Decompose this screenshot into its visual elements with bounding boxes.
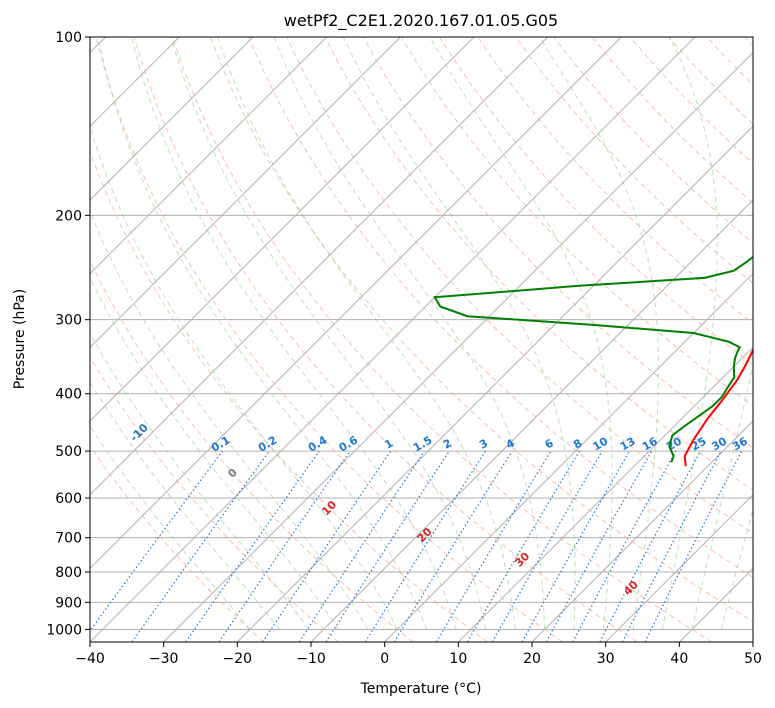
moist-adiabat-line — [429, 37, 613, 630]
mixing-ratio-line — [325, 450, 450, 642]
isotherm-line — [236, 125, 753, 642]
x-tick-label: 40 — [670, 651, 688, 667]
x-axis-label: Temperature (°C) — [360, 681, 482, 697]
isotherm-line — [90, 37, 401, 349]
isotherm-line — [531, 420, 753, 642]
isotherm-line — [90, 37, 254, 201]
isotherm-line — [90, 37, 696, 642]
dry-adiabat-line — [133, 37, 638, 642]
x-tick-label: 20 — [523, 651, 541, 667]
dry-adiabat-line — [90, 356, 339, 642]
isotherm-line — [384, 272, 753, 642]
x-tick-label: 10 — [449, 651, 467, 667]
y-tick-label: 1000 — [46, 622, 82, 638]
mixing-ratio-line — [90, 450, 223, 632]
moist-adiabat-line — [691, 363, 753, 630]
mixing-ratio-line — [262, 450, 392, 642]
x-tick-label: 50 — [744, 651, 762, 667]
dry-adiabat-line — [171, 37, 712, 642]
y-tick-label: 600 — [55, 491, 82, 507]
moist-adiabats — [90, 37, 753, 630]
mixing-ratio-line — [545, 450, 653, 642]
mixing-ratio-line — [644, 450, 743, 642]
mixing-ratio-line — [218, 450, 351, 642]
mixing-ratio-line — [521, 450, 631, 642]
dry-adiabat-line — [210, 37, 753, 623]
dewpoint-line — [433, 255, 753, 463]
x-tick-label: −40 — [75, 651, 105, 667]
mixing-ratio-line — [298, 450, 425, 642]
moist-adiabat-line — [539, 37, 660, 630]
y-tick-label: 700 — [55, 531, 82, 547]
moist-adiabat-line — [90, 125, 398, 630]
x-tick-label: −30 — [149, 651, 179, 667]
dry-adiabat-line — [95, 37, 563, 642]
data-series — [433, 255, 753, 467]
moist-adiabat-line — [273, 37, 546, 630]
dry-adiabats — [90, 37, 753, 642]
x-axis: −40 −30 −20 −10 0 10 20 30 40 50 — [75, 642, 762, 667]
moist-adiabat-line — [90, 381, 280, 630]
dry-adiabat-line — [515, 37, 753, 284]
y-axis: 1000 900 800 700 600 500 400 300 200 100 — [46, 30, 90, 638]
dry-adiabat-line — [286, 37, 753, 534]
moist-adiabat-line — [170, 37, 487, 630]
dry-adiabat-line — [248, 37, 753, 578]
moist-adiabat-line — [131, 37, 457, 630]
y-tick-label: 900 — [55, 595, 82, 611]
moist-adiabat-line — [342, 37, 576, 630]
mixing-ratio-lines — [90, 450, 743, 642]
dry-adiabat-line — [90, 259, 414, 642]
mixing-ratio-line — [131, 450, 270, 642]
isotherm-line — [605, 493, 753, 642]
y-axis-label: Pressure (hPa) — [12, 289, 28, 389]
dry-adiabat-line — [400, 37, 753, 407]
plot-frame — [89, 36, 754, 643]
isotherm-line — [90, 37, 549, 496]
moist-adiabat-line — [661, 37, 718, 630]
chart-title: wetPf2_C2E1.2020.167.01.05.G05 — [284, 11, 558, 31]
dry-adiabat-line — [90, 150, 488, 642]
temperature-line — [683, 347, 753, 467]
mixing-ratio-line — [572, 450, 677, 642]
y-tick-label: 400 — [55, 387, 82, 403]
moist-adiabat-line — [90, 425, 251, 630]
mixing-ratio-line — [185, 450, 320, 642]
isotherm-line — [90, 37, 475, 422]
isotherm-line — [90, 37, 622, 570]
x-tick-label: −10 — [296, 651, 326, 667]
moist-adiabat-line — [97, 37, 428, 630]
gridlines — [90, 37, 753, 642]
isotherm-line — [90, 37, 328, 275]
x-tick-label: −20 — [223, 651, 253, 667]
isotherm-line — [163, 51, 753, 642]
moist-adiabat-line — [90, 210, 369, 630]
mixing-ratio-line — [393, 450, 513, 642]
y-tick-label: 800 — [55, 565, 82, 581]
y-tick-label: 300 — [55, 313, 82, 329]
dry-adiabat-line — [90, 445, 264, 642]
y-tick-label: 500 — [55, 444, 82, 460]
isotherm-line — [457, 346, 753, 642]
y-tick-label: 100 — [55, 30, 82, 46]
x-tick-label: 30 — [597, 651, 615, 667]
y-tick-label: 200 — [55, 208, 82, 224]
x-tick-label: 0 — [380, 651, 389, 667]
